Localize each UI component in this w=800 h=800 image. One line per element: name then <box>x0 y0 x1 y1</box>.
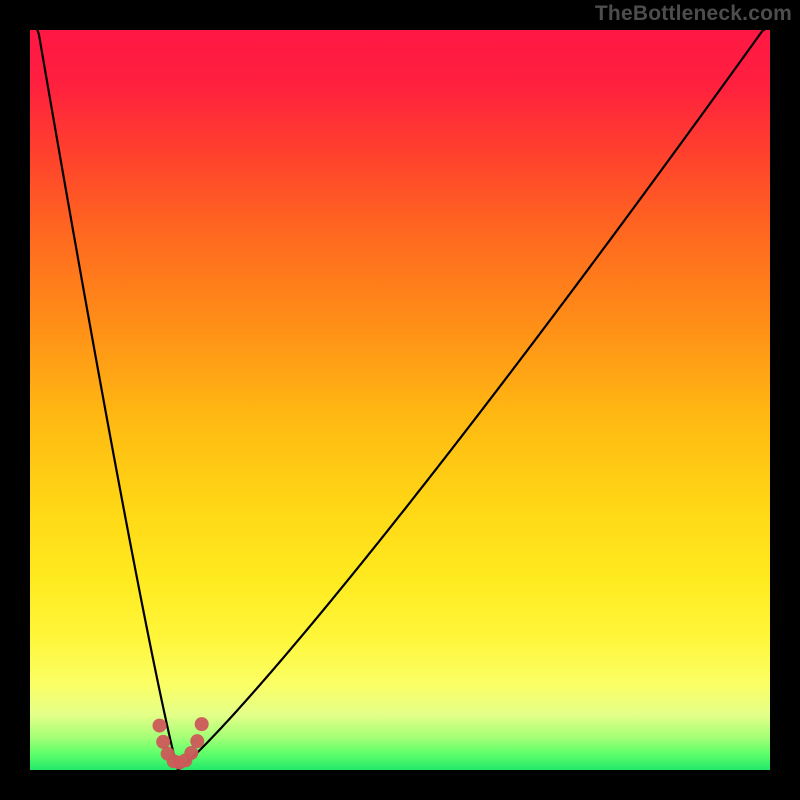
plot-svg <box>30 30 770 770</box>
gradient-background <box>30 30 770 770</box>
marker-dot <box>153 719 167 733</box>
marker-dot <box>184 746 198 760</box>
marker-dot <box>195 717 209 731</box>
marker-dot <box>190 734 204 748</box>
plot-area <box>30 30 770 770</box>
chart-container: TheBottleneck.com <box>0 0 800 800</box>
watermark-text: TheBottleneck.com <box>595 2 792 26</box>
